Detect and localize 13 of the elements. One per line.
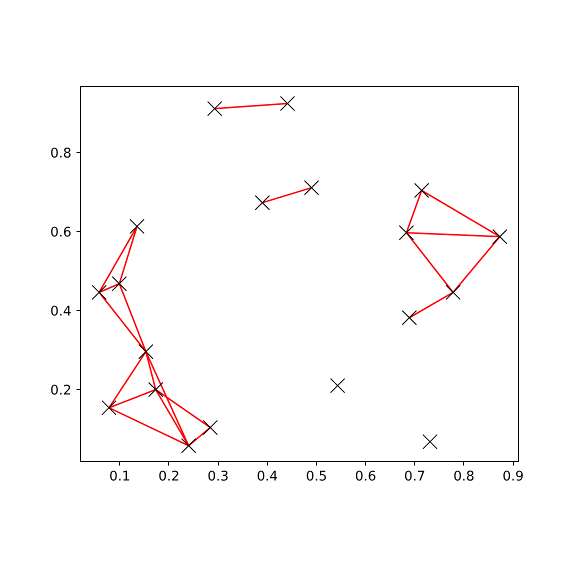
x-tick-label: 0.7 [404, 470, 426, 484]
x-tick-label: 0.2 [158, 470, 180, 484]
x-tick-label: 0.6 [355, 470, 376, 484]
x-tick-label: 0.9 [502, 470, 524, 484]
y-tick-label: 0.2 [50, 384, 72, 399]
x-tick-label: 0.5 [306, 470, 328, 484]
x-tick-label: 0.4 [256, 470, 278, 484]
y-tick-label: 0.6 [50, 226, 72, 241]
x-tick-label: 0.1 [109, 470, 130, 484]
x-tick-label: 0.8 [453, 470, 475, 484]
y-tick-label: 0.4 [50, 304, 72, 320]
x-tick-label: 0.3 [208, 470, 229, 484]
y-tick-label: 0.8 [50, 146, 72, 162]
